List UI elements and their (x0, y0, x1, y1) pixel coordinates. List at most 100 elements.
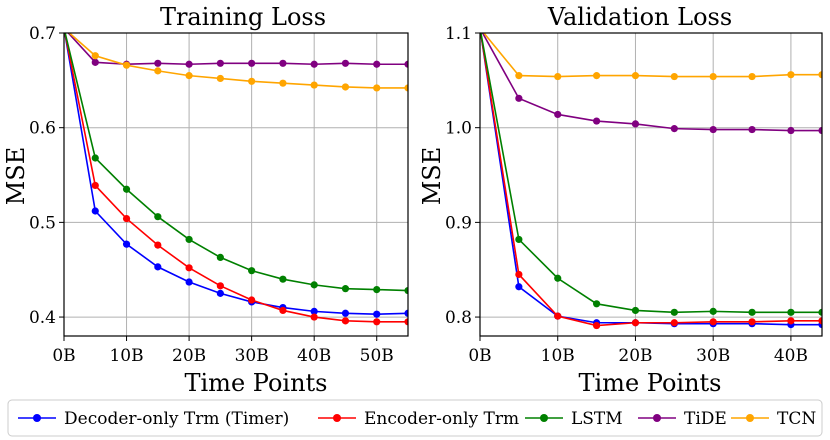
legend-swatch-marker (33, 414, 41, 422)
data-point-decoder-only-trm-timer (341, 309, 350, 317)
data-point-lstm (631, 306, 640, 315)
data-point-decoder-only-trm-timer (185, 278, 193, 286)
data-point-tide (154, 59, 162, 67)
data-point-encoder-only-trm (670, 319, 678, 327)
data-point-tcn (515, 72, 523, 80)
data-point-tcn (631, 72, 640, 80)
legend-item: TCN (731, 409, 816, 429)
data-point-tcn (341, 83, 350, 91)
y-tick-label: 0.9 (445, 213, 472, 233)
legend-swatch-marker (540, 414, 548, 422)
legend-item: Encoder-only Trm (318, 409, 519, 429)
data-point-lstm (515, 235, 523, 244)
series-line-decoder-only-trm-timer (480, 33, 822, 326)
y-tick-label: 0.7 (29, 24, 56, 44)
legend-items: Decoder-only Trm (Timer) Encoder-only Trm… (18, 409, 816, 429)
x-tick-label: 40B (774, 346, 808, 366)
data-point-lstm (91, 154, 99, 162)
tick-labels: 0B 10B 20B 30B 40B 50B 0.4 0.5 0.6 0.7 (29, 24, 394, 366)
legend-swatch-marker (746, 414, 754, 422)
data-point-tide (670, 125, 678, 133)
data-point-tide (216, 59, 224, 67)
tick-labels: 0B 10B 20B 30B 40B 0.8 0.9 1.0 1.1 (445, 24, 808, 366)
data-point-encoder-only-trm (748, 318, 756, 326)
y-axis-label: MSE (418, 147, 446, 206)
data-point-tcn (154, 67, 162, 75)
data-point-tcn (185, 72, 193, 80)
legend-label: TCN (777, 409, 816, 429)
legend-item: LSTM (525, 409, 623, 429)
data-point-tide (631, 120, 640, 128)
data-point-encoder-only-trm (310, 313, 318, 321)
data-point-tide (373, 60, 381, 68)
data-point-tcn (748, 72, 756, 81)
data-point-lstm (554, 274, 562, 282)
data-point-tcn (373, 84, 381, 92)
y-tick-label: 0.5 (29, 213, 56, 233)
data-point-tcn (554, 72, 562, 81)
data-point-tcn (279, 79, 287, 87)
data-point-lstm (404, 286, 408, 295)
data-point-lstm (787, 308, 795, 316)
data-point-encoder-only-trm (185, 264, 193, 272)
series-line-tide (481, 33, 822, 132)
data-point-tide (748, 125, 756, 134)
data-point-lstm (818, 308, 822, 316)
data-point-encoder-only-trm (631, 319, 640, 327)
legend-label: Decoder-only Trm (Timer) (64, 409, 289, 429)
data-point-encoder-only-trm (91, 181, 99, 190)
y-tick-label: 1.1 (445, 24, 472, 44)
data-point-tcn (670, 72, 678, 81)
y-tick-label: 1.0 (445, 119, 472, 139)
legend-label: Encoder-only Trm (364, 409, 519, 429)
data-point-tide (341, 59, 350, 67)
data-point-decoder-only-trm-timer (122, 240, 131, 248)
data-point-encoder-only-trm (341, 317, 350, 325)
data-point-tide (248, 59, 256, 67)
data-point-tide (818, 126, 822, 135)
data-point-encoder-only-trm (373, 318, 381, 326)
x-axis-label: Time Points (579, 369, 722, 397)
data-point-lstm (154, 213, 162, 221)
data-point-tcn (592, 72, 601, 80)
series-line-lstm (64, 33, 408, 292)
chart-training-loss: Training Loss 0B 10B 20B 30B 40B 50B 0.4 0.5 0.6… (2, 3, 409, 397)
data-point-tide (515, 94, 523, 102)
axes-frame (63, 32, 409, 337)
chart-validation-loss: Validation Loss 0B 10B 20B 30B 40B 0.8 0.9 1.0 1… (418, 3, 823, 397)
series-line-tcn (68, 33, 408, 89)
data-point-decoder-only-trm-timer (91, 207, 99, 215)
legend: Decoder-only Trm (Timer) Encoder-only Trm… (7, 399, 823, 437)
x-tick-label: 10B (541, 346, 575, 366)
data-point-lstm (185, 235, 193, 244)
data-point-lstm (279, 275, 287, 283)
data-point-encoder-only-trm (818, 317, 822, 325)
data-point-lstm (592, 300, 601, 308)
data-point-encoder-only-trm (404, 318, 408, 326)
data-point-tide (185, 60, 193, 68)
plot-area (64, 33, 408, 326)
y-tick-label: 0.8 (445, 308, 472, 328)
data-point-encoder-only-trm (787, 317, 795, 325)
x-axis-label: Time Points (185, 369, 328, 397)
data-point-lstm (248, 267, 256, 275)
x-tick-label: 0B (468, 346, 491, 366)
data-point-tide (404, 60, 408, 68)
x-tick-label: 20B (618, 346, 652, 366)
data-point-lstm (709, 307, 717, 315)
data-point-tcn (709, 72, 717, 81)
data-point-encoder-only-trm (154, 241, 162, 249)
data-point-tcn (122, 61, 131, 69)
data-point-encoder-only-trm (122, 214, 131, 223)
data-point-decoder-only-trm-timer (515, 283, 523, 291)
data-point-tcn (248, 77, 256, 85)
data-point-lstm (373, 286, 381, 294)
series-line-encoder-only-trm (64, 33, 408, 323)
data-point-decoder-only-trm-timer (216, 289, 224, 297)
legend-item: TiDE (638, 409, 727, 429)
data-point-tide (709, 125, 717, 134)
data-point-encoder-only-trm (592, 321, 601, 330)
x-tick-label: 10B (109, 346, 143, 366)
legend-label: TiDE (684, 409, 727, 429)
series-group (64, 33, 408, 326)
